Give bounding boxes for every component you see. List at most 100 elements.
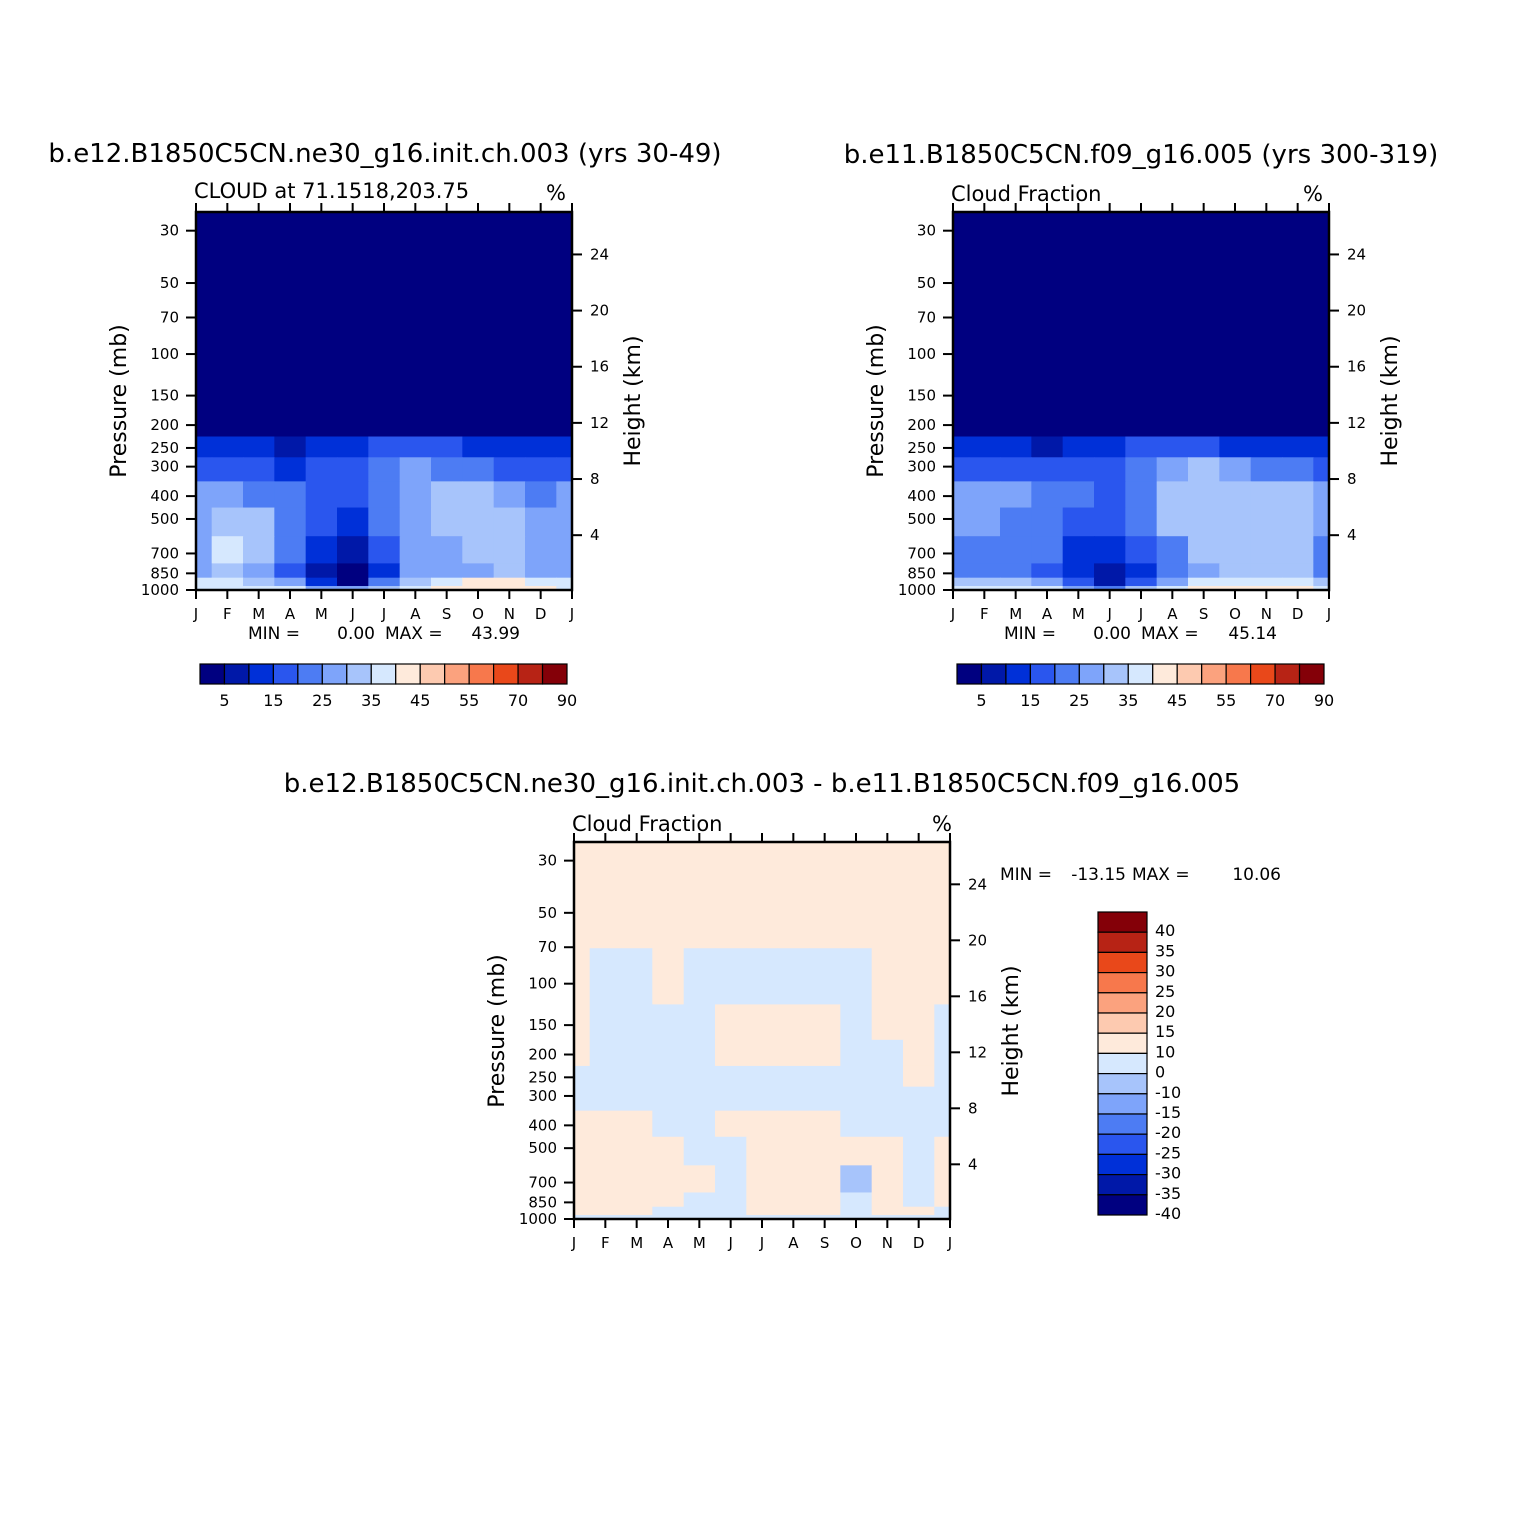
contour-cell [1156,318,1189,376]
panel-title: b.e11.B1850C5CN.f09_g16.005 (yrs 300-319… [844,140,1438,170]
contour-cell [840,1065,873,1088]
contour-cell [399,374,432,411]
contour-cell [589,1206,622,1216]
contour-cell [1094,481,1126,509]
contour-cell [574,1110,591,1138]
colorbar-label: 15 [1155,1022,1175,1041]
contour-cell [493,410,526,438]
contour-cell [968,507,1001,537]
contour-cell [1094,586,1126,591]
contour-cell [556,507,573,537]
y-tick-label: 70 [160,309,179,327]
contour-cell [243,318,275,376]
colorbar-swatch [1097,931,1148,954]
y-right-tick-label: 16 [1347,358,1366,376]
contour-cell [652,1065,685,1088]
colorbar-swatch [1097,1072,1148,1095]
contour-cell [809,1065,841,1088]
contour-cell [683,1039,716,1067]
colorbar-swatch [199,663,226,685]
contour-cell [1094,436,1126,458]
contour-cell [1156,577,1189,587]
contour-cell [809,1136,841,1166]
y-right-tick-label: 8 [968,1099,978,1117]
contour-cell [462,536,495,564]
y-axis-right: 24 20 16 12 8 4 [1329,245,1366,544]
contour-cell [574,1192,591,1208]
contour-cell [493,256,526,320]
max-value: 43.99 [471,624,520,644]
contour-cell [621,1065,653,1088]
contour-cell [337,318,369,376]
contour-cell [953,410,970,438]
contour-cell [243,457,275,482]
y-right-tick-label: 4 [590,526,600,544]
colorbar-swatch [1176,663,1203,685]
contour-cell [652,948,685,1005]
contour-cell [903,1206,935,1216]
contour-cell [715,1004,747,1041]
y-right-tick-label: 12 [1347,414,1366,432]
contour-cell [1031,563,1064,579]
contour-cell [871,886,904,949]
contour-cell [840,842,873,888]
contour-cell [746,1206,779,1216]
contour-cell [1000,212,1032,258]
contour-cell [305,436,338,458]
contour-cell [968,212,1001,258]
contour-cell [1156,586,1189,591]
y-tick-label: 150 [150,387,179,405]
contour-cell [1125,507,1158,537]
contour-cell [871,1065,904,1088]
contour-cell [903,1086,935,1112]
contour-cell [1031,481,1064,509]
colorbar-label: 25 [312,691,332,710]
colorbar-swatch [395,663,421,685]
y-tick-label: 400 [150,487,179,505]
contour-cell [1188,256,1220,320]
colorbar-swatch [1298,663,1325,685]
contour-cell [934,1110,951,1138]
contour-cell [683,948,716,1005]
y-axis-right-label: Height (km) [621,335,646,466]
contour-cell [368,457,401,482]
min-label: MIN = [248,624,300,644]
contour-cell [305,318,338,376]
x-tick-label: J [759,1234,764,1252]
contour-cell [777,948,810,1005]
contour-cell [1094,507,1126,537]
contour-cell [746,1215,779,1220]
contour-cell [305,563,338,579]
contour-cell [777,1110,810,1138]
x-tick-label: M [1072,605,1085,623]
contour-cell [777,1039,810,1067]
contour-cell [1188,318,1220,376]
colorbar-swatch [1097,1133,1148,1155]
contour-cell [1125,436,1158,458]
contour-cell [1188,563,1220,579]
contour-cell [809,1215,841,1220]
contour-cell [1094,577,1126,587]
contour-cell [840,1039,873,1067]
contour-cell [1062,256,1095,320]
contour-cell [1031,212,1064,258]
contour-cell [1031,457,1064,482]
colorbar-label: -25 [1155,1143,1181,1162]
contour-cell [1031,410,1064,438]
contour-cell [493,481,526,509]
contour-cell [556,586,573,591]
x-tick-label: M [693,1234,706,1252]
contour-cell [274,536,307,564]
contour-cell [211,507,244,537]
contour-cell [493,507,526,537]
contour-cell [337,536,369,564]
contour-cell [968,481,1001,509]
contour-cell [968,577,1001,587]
contour-cell [621,842,653,888]
contour-cell [274,563,307,579]
x-tick-label: J [947,1234,952,1252]
contour-cell [953,318,970,376]
contour-cell [1282,507,1314,537]
contour-cell [462,374,495,411]
contour-cell [903,1192,935,1208]
